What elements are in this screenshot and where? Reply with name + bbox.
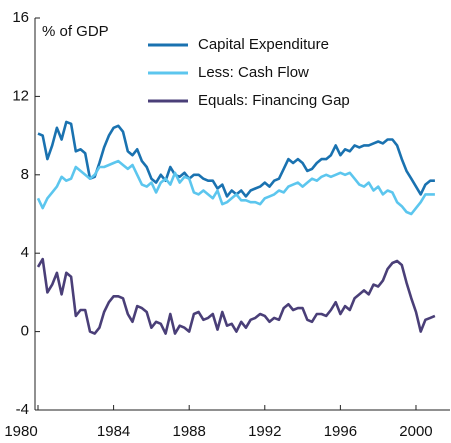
unit-label: % of GDP xyxy=(42,23,109,40)
legend-label: Equals: Financing Gap xyxy=(198,92,350,109)
x-tick-label: 1992 xyxy=(248,423,281,440)
x-tick-label: 1980 xyxy=(4,423,37,440)
series-line xyxy=(37,120,435,198)
x-tick-label: 1988 xyxy=(173,423,206,440)
x-tick-label: 2000 xyxy=(399,423,432,440)
series-line xyxy=(36,159,435,216)
y-tick-label: 4 xyxy=(21,244,29,261)
y-tick-label: 8 xyxy=(21,166,29,183)
y-tick-label: 0 xyxy=(21,323,29,340)
x-tick-label: 1984 xyxy=(97,423,130,440)
legend-label: Less: Cash Flow xyxy=(198,64,309,81)
legend-label: Capital Expenditure xyxy=(198,36,329,53)
series-line xyxy=(36,257,436,335)
y-tick-label: 16 xyxy=(12,9,29,26)
y-tick-label: -4 xyxy=(16,401,29,418)
x-tick-label: 1996 xyxy=(324,423,357,440)
y-tick-label: 12 xyxy=(12,87,29,104)
